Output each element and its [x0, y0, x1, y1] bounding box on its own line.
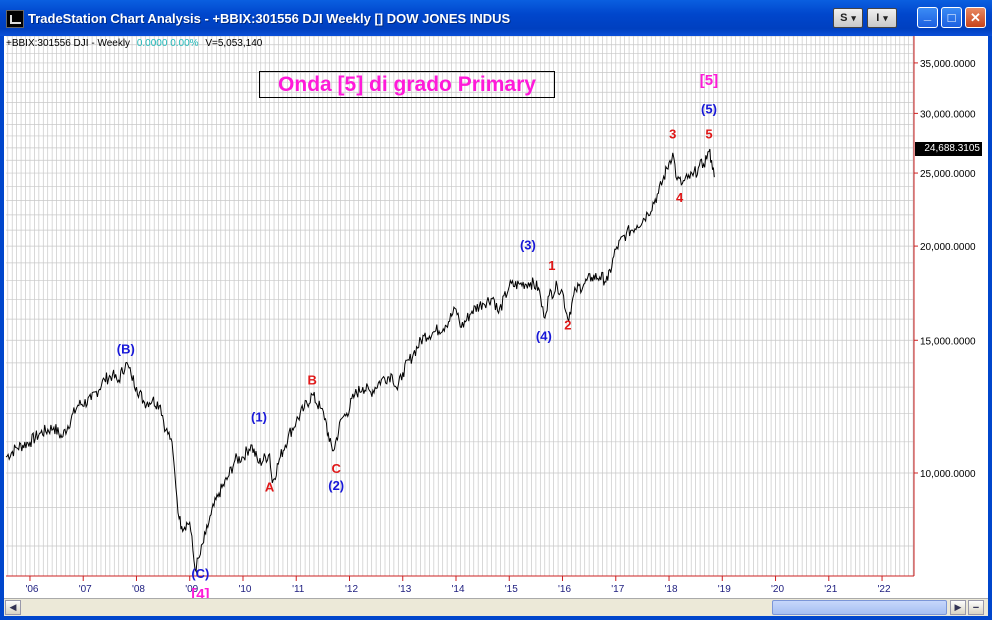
scroll-right-arrow-icon[interactable]: ▶	[950, 600, 966, 615]
y-tick-label: 25,000.0000	[920, 169, 976, 180]
x-tick-label: '14	[451, 584, 464, 595]
style-dropdown-button[interactable]: S ▾	[833, 8, 863, 28]
window-frame-left	[0, 36, 4, 620]
chart-title[interactable]: Onda [5] di grado Primary	[259, 71, 555, 98]
x-tick-label: '13	[398, 584, 411, 595]
x-tick-label: '15	[505, 584, 518, 595]
wave-label: 3	[669, 126, 676, 141]
wave-label: (1)	[251, 410, 267, 425]
x-tick-label: '10	[238, 584, 251, 595]
y-tick-label: 15,000.0000	[920, 336, 976, 347]
wave-label: A	[265, 480, 275, 495]
x-tick-label: '20	[771, 584, 784, 595]
axes	[6, 36, 915, 577]
close-icon: ✕	[970, 9, 981, 25]
x-tick-label: '22	[878, 584, 891, 595]
wave-label: 5	[705, 126, 712, 141]
window-frame-right	[988, 36, 992, 620]
y-tick-label: 35,000.0000	[920, 59, 976, 70]
wave-label: 4	[676, 190, 684, 205]
y-tick-label: 30,000.0000	[920, 109, 976, 120]
window-frame-bottom	[0, 616, 992, 620]
last-price-flag: 24,688.3105	[915, 142, 982, 156]
x-tick-label: '08	[132, 584, 145, 595]
window-title: TradeStation Chart Analysis - +BBIX:3015…	[28, 11, 511, 26]
wave-label: [4]	[191, 586, 209, 598]
close-button[interactable]: ✕	[965, 7, 986, 28]
wave-label: B	[308, 373, 317, 388]
wave-label: (2)	[328, 478, 344, 493]
chart-area[interactable]: '06 '07 '08 '09 '10 '11 '12 '13 '14 '15 '16 '17 '18 '…	[4, 36, 988, 598]
chevron-down-icon: ▾	[851, 12, 856, 23]
maximize-icon: □	[947, 10, 956, 25]
x-tick-label: '17	[611, 584, 624, 595]
x-tick-label: '12	[345, 584, 358, 595]
x-tick-label: '07	[79, 584, 92, 595]
volume-label: V=5,053,140	[205, 38, 263, 49]
price-chart[interactable]: '06 '07 '08 '09 '10 '11 '12 '13 '14 '15 '16 '17 '18 '…	[4, 36, 988, 598]
zoom-out-icon[interactable]: −	[968, 600, 984, 615]
wave-annotations: (B) (1) A B C (2) (C) [4] (3) 1 (4) 2 3 4 5 (5) [5]	[117, 72, 718, 598]
price-series-line[interactable]	[5, 148, 715, 574]
scrollbar-thumb[interactable]	[772, 600, 947, 615]
insert-dropdown-button[interactable]: I ▾	[867, 8, 897, 28]
symbol-label: +BBIX:301556 DJI - Weekly	[6, 38, 131, 49]
change-label: 0.0000 0.00%	[136, 38, 199, 49]
wave-label: (3)	[520, 237, 536, 252]
horizontal-scrollbar[interactable]: ◀ ▶ −	[4, 598, 988, 616]
horizontal-grid	[6, 36, 914, 547]
x-tick-label: '18	[665, 584, 678, 595]
x-tick-label: '21	[824, 584, 837, 595]
wave-label: 1	[548, 258, 555, 273]
wave-label: (C)	[191, 566, 209, 581]
y-tick-label: 10,000.0000	[920, 469, 976, 480]
y-tick-label: 20,000.0000	[920, 242, 976, 253]
wave-label: (B)	[117, 342, 135, 357]
chevron-down-icon: ▾	[883, 12, 888, 23]
minimize-icon: _	[923, 7, 932, 22]
vertical-grid	[7, 36, 914, 576]
x-axis-ticks: '06 '07 '08 '09 '10 '11 '12 '13 '14 '15 '16 '17 '18 '…	[25, 576, 891, 595]
x-tick-label: '09	[185, 584, 198, 595]
tradestation-app-icon[interactable]	[6, 10, 24, 28]
scroll-left-arrow-icon[interactable]: ◀	[5, 600, 21, 615]
wave-label: (4)	[536, 328, 552, 343]
wave-label: C	[331, 461, 341, 476]
wave-label: 2	[564, 318, 571, 333]
x-tick-label: '19	[718, 584, 731, 595]
wave-label: (5)	[701, 101, 717, 116]
x-tick-label: '06	[25, 584, 38, 595]
style-button-label: S	[840, 12, 848, 24]
y-axis-ticks: 35,000.0000 30,000.0000 25,000.0000 20,000.…	[914, 59, 976, 480]
maximize-button[interactable]: □	[941, 7, 962, 28]
x-tick-label: '16	[558, 584, 571, 595]
minimize-button[interactable]: _	[917, 7, 938, 28]
x-tick-label: '11	[292, 584, 305, 595]
title-bar: TradeStation Chart Analysis - +BBIX:3015…	[0, 0, 992, 36]
insert-button-label: I	[876, 12, 880, 24]
wave-label: [5]	[700, 72, 718, 89]
chart-info-line: +BBIX:301556 DJI - Weekly 0.0000 0.00% V…	[6, 38, 262, 49]
